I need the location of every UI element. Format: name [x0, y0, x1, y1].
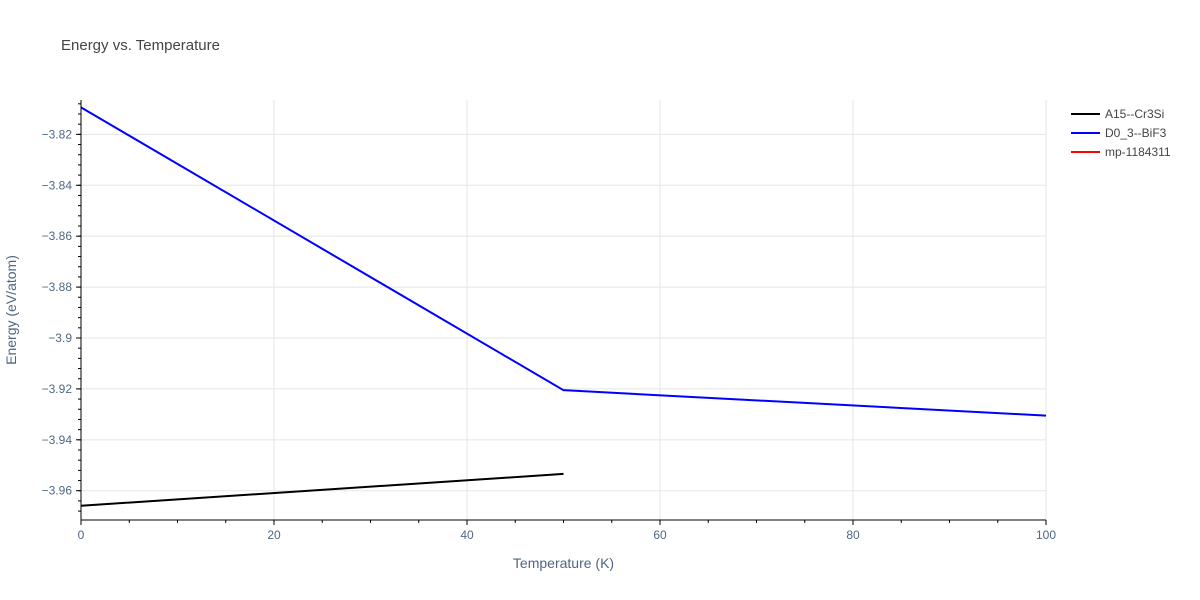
y-axis-title: Energy (eV/atom)	[3, 255, 19, 365]
x-tick-label: 80	[846, 528, 860, 542]
grid-layer	[81, 100, 1047, 520]
x-tick-label: 100	[1036, 528, 1056, 542]
series-line-D0_3--BiF3	[80, 106, 1047, 417]
legend-item: mp-1184311	[1071, 145, 1171, 159]
x-tick-label: 40	[460, 528, 474, 542]
y-tick-label: −3.94	[42, 433, 73, 447]
y-tick-label: −3.86	[42, 229, 73, 243]
y-tick-label: −3.9	[48, 331, 72, 345]
y-tick-label: −3.92	[42, 382, 73, 396]
y-tick-label: −3.96	[42, 484, 73, 498]
series-line-A15--Cr3Si	[80, 472, 564, 507]
x-tick-label: 60	[653, 528, 667, 542]
y-tick-label: −3.84	[42, 178, 73, 192]
y-tick-label: −3.88	[42, 280, 73, 294]
axis-layer: 0 20 40 60 80 100 −3.96 −3.94 −3.92 −3.9 −3.88 −3.8…	[42, 100, 1056, 542]
chart-title: Energy vs. Temperature	[61, 37, 220, 54]
x-tick-label: 0	[78, 528, 85, 542]
series-layer	[80, 106, 1047, 507]
y-tick-label: −3.82	[42, 127, 73, 141]
legend-label: D0_3--BiF3	[1105, 126, 1167, 140]
x-tick-label: 20	[267, 528, 281, 542]
legend-item: D0_3--BiF3	[1071, 126, 1167, 140]
legend: A15--Cr3Si D0_3--BiF3 mp-1184311	[1071, 107, 1171, 159]
legend-item: A15--Cr3Si	[1071, 107, 1164, 121]
legend-label: A15--Cr3Si	[1105, 107, 1164, 121]
x-axis-title: Temperature (K)	[513, 555, 614, 571]
legend-label: mp-1184311	[1105, 145, 1171, 159]
